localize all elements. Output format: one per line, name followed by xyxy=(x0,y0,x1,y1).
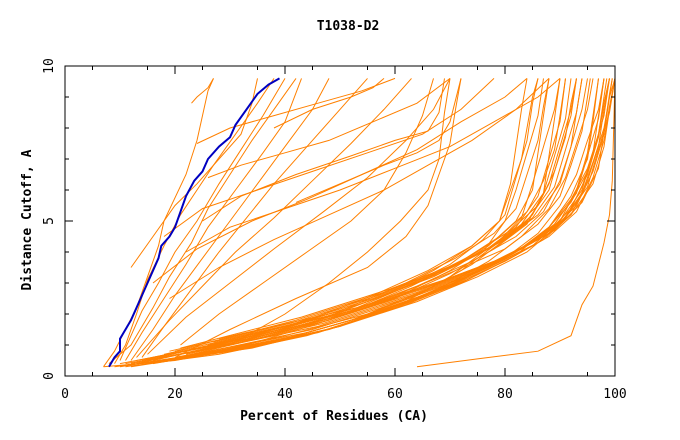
model-series-line-12 xyxy=(163,78,495,237)
x-tick-label: 60 xyxy=(387,387,403,402)
model-series-line-4 xyxy=(125,78,302,361)
model-series-line-51 xyxy=(180,78,588,349)
highlight-layer xyxy=(108,77,280,368)
model-series-line-6 xyxy=(130,78,330,361)
model-series-line-58 xyxy=(152,78,583,361)
y-tick-label: 10 xyxy=(42,58,57,74)
model-series-line-11 xyxy=(202,78,445,222)
model-series-line-17 xyxy=(196,77,396,144)
model-series-line-33 xyxy=(152,78,608,365)
model-series-line-21 xyxy=(273,78,385,129)
model-series-line-16 xyxy=(180,78,434,346)
model-series-line-25 xyxy=(114,78,561,368)
model-series-line-59 xyxy=(218,78,613,340)
model-series-line-55 xyxy=(136,78,591,365)
x-tick-label: 80 xyxy=(497,387,513,402)
model-series-line-46 xyxy=(191,78,610,355)
model-series-line-2 xyxy=(114,78,275,364)
model-series-line-42 xyxy=(180,78,599,358)
highlight-series-line xyxy=(108,77,280,368)
ticks-layer: 0 20 40 60 80 100 0 5 10 xyxy=(42,58,627,402)
model-series-line-1 xyxy=(103,78,214,367)
model-series-line-18 xyxy=(207,78,451,179)
y-axis-label: Distance Cutoff, A xyxy=(20,149,35,290)
model-series-line-44 xyxy=(185,78,605,355)
model-series-line-45 xyxy=(163,78,572,355)
model-series-line-20 xyxy=(295,78,462,203)
x-tick-label: 0 xyxy=(61,387,69,402)
model-series-line-9 xyxy=(147,78,451,355)
model-series-line-54 xyxy=(119,78,528,365)
model-series-line-23 xyxy=(130,78,258,268)
model-series-line-22 xyxy=(191,78,214,104)
model-series-line-38 xyxy=(169,78,610,361)
x-tick-label: 40 xyxy=(277,387,293,402)
model-series-line-7 xyxy=(141,78,368,358)
model-series-line-49 xyxy=(174,78,583,352)
y-tick-label: 5 xyxy=(42,217,57,225)
model-series-line-56 xyxy=(416,78,616,368)
y-tick-label: 0 xyxy=(42,372,57,380)
model-series-line-19 xyxy=(229,78,451,346)
model-series-line-5 xyxy=(108,78,297,364)
x-tick-label: 20 xyxy=(167,387,183,402)
model-series-line-50 xyxy=(202,78,616,349)
chart-title: T1038-D2 xyxy=(317,19,380,34)
model-series-line-3 xyxy=(119,78,286,361)
model-series-line-8 xyxy=(136,78,412,358)
model-series-line-13 xyxy=(185,78,561,253)
series-layer xyxy=(103,77,616,368)
x-tick-label: 100 xyxy=(603,387,626,402)
x-axis-label: Percent of Residues (CA) xyxy=(240,409,428,424)
model-series-line-35 xyxy=(136,78,539,361)
model-series-line-28 xyxy=(130,78,605,368)
model-series-line-40 xyxy=(174,78,616,358)
